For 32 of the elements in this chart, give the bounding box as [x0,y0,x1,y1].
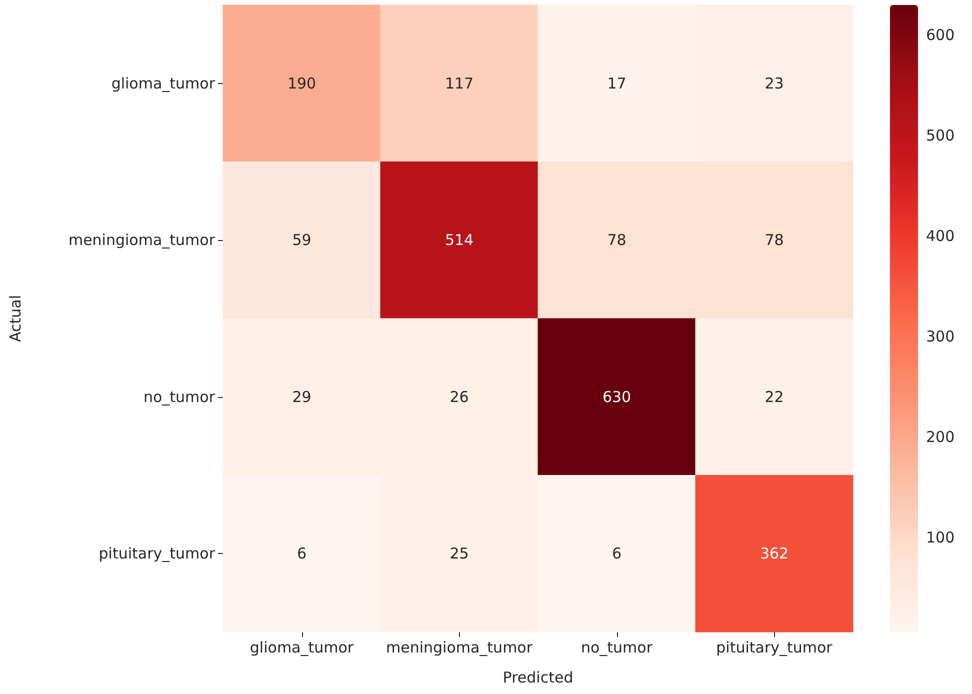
data-label: 17 [607,74,626,92]
data-label: 26 [450,388,469,406]
data-label: 22 [764,388,784,406]
data-label: 6 [296,544,307,563]
x-tick-label: pituitary_tumor [716,638,834,656]
data-label: 25 [450,544,469,563]
color-bar-label: 600 [926,26,955,44]
data-label: 630 [602,388,632,406]
data-label: 190 [287,74,316,92]
data-label: 78 [764,231,784,250]
color-bar-label: 300 [926,328,955,346]
y-tick-label: pituitary_tumor [98,544,216,563]
data-label: 78 [607,231,626,250]
data-label: 59 [292,231,312,250]
y-tick-label: meningioma_tumor [68,231,216,250]
color-bar-label: 500 [926,126,955,145]
data-label: 362 [760,544,789,563]
color-bar-label: 100 [926,528,955,547]
x-tick-label: meningioma_tumor [386,638,534,656]
x-tick-label: no_tumor [580,638,654,656]
data-label: 117 [444,74,474,92]
color-bar-label: 200 [926,428,955,446]
data-label: 23 [764,74,784,92]
y-tick-label: no_tumor [143,388,216,406]
x-axis-title: Predicted [502,668,574,686]
x-tick-label: glioma_tumor [250,638,354,656]
y-axis-title: Actual [6,295,24,342]
data-label: 6 [612,544,622,563]
y-tick-label: glioma_tumor [111,74,216,92]
color-bar-label: 400 [926,227,955,246]
data-label: 29 [292,388,312,406]
data-label: 514 [444,231,474,250]
